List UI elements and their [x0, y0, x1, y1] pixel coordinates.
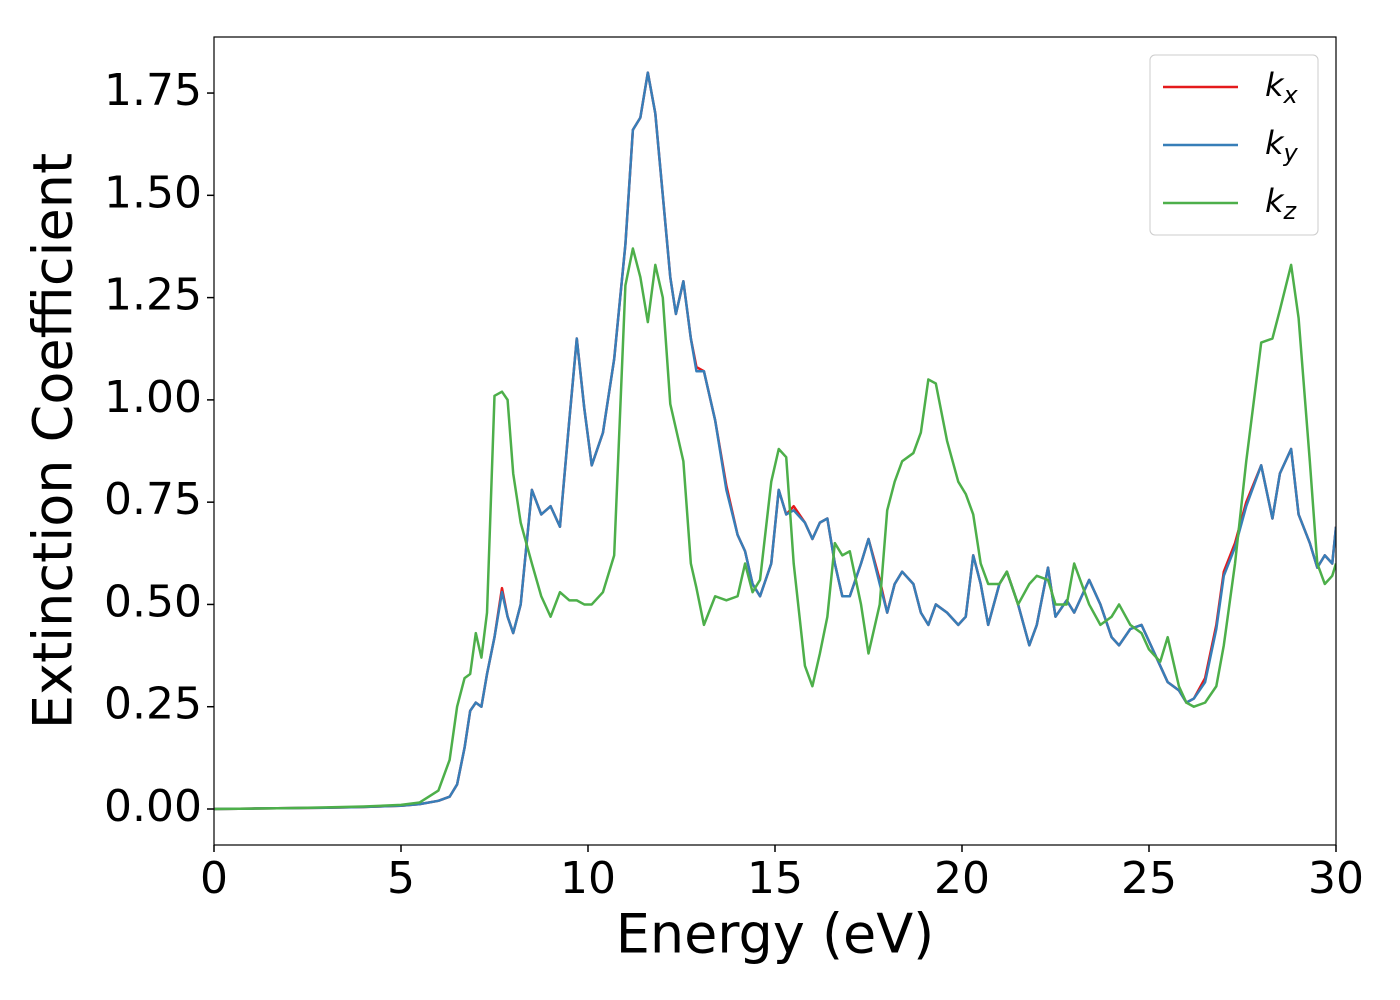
series-line [214, 71, 1336, 811]
x-tick-label: 20 [934, 853, 990, 904]
legend-label: kz [1265, 182, 1298, 225]
y-tick-label: 0.75 [104, 474, 202, 525]
y-axis-label: Extinction Coefficient [22, 153, 85, 729]
legend-label-sub: x [1283, 81, 1299, 109]
y-tick-label: 0.00 [104, 781, 202, 832]
y-tick-label: 1.50 [104, 167, 202, 218]
plot-frame [213, 36, 1337, 846]
legend-label-main: k [1265, 124, 1285, 162]
y-tick-label: 1.75 [104, 65, 202, 116]
legend-label-main: k [1265, 66, 1285, 104]
x-tick-label: 30 [1308, 853, 1364, 904]
legend-label-sub: y [1283, 139, 1299, 167]
series-line [214, 247, 1336, 811]
legend-label-main: k [1265, 182, 1285, 220]
x-tick-label: 0 [200, 853, 228, 904]
y-tick-label: 1.00 [104, 372, 202, 423]
legend-label: kx [1265, 66, 1299, 109]
x-tick-label: 15 [747, 853, 803, 904]
y-tick-label: 0.25 [104, 679, 202, 730]
y-tick-label: 1.25 [104, 270, 202, 321]
x-tick-label: 10 [560, 853, 616, 904]
y-tick-label: 0.50 [104, 576, 202, 627]
x-axis-label: Energy (eV) [616, 903, 935, 966]
legend-label: ky [1265, 124, 1299, 167]
x-tick-label: 5 [387, 853, 415, 904]
x-tick-label: 25 [1121, 853, 1177, 904]
legend-label-sub: z [1283, 197, 1298, 225]
